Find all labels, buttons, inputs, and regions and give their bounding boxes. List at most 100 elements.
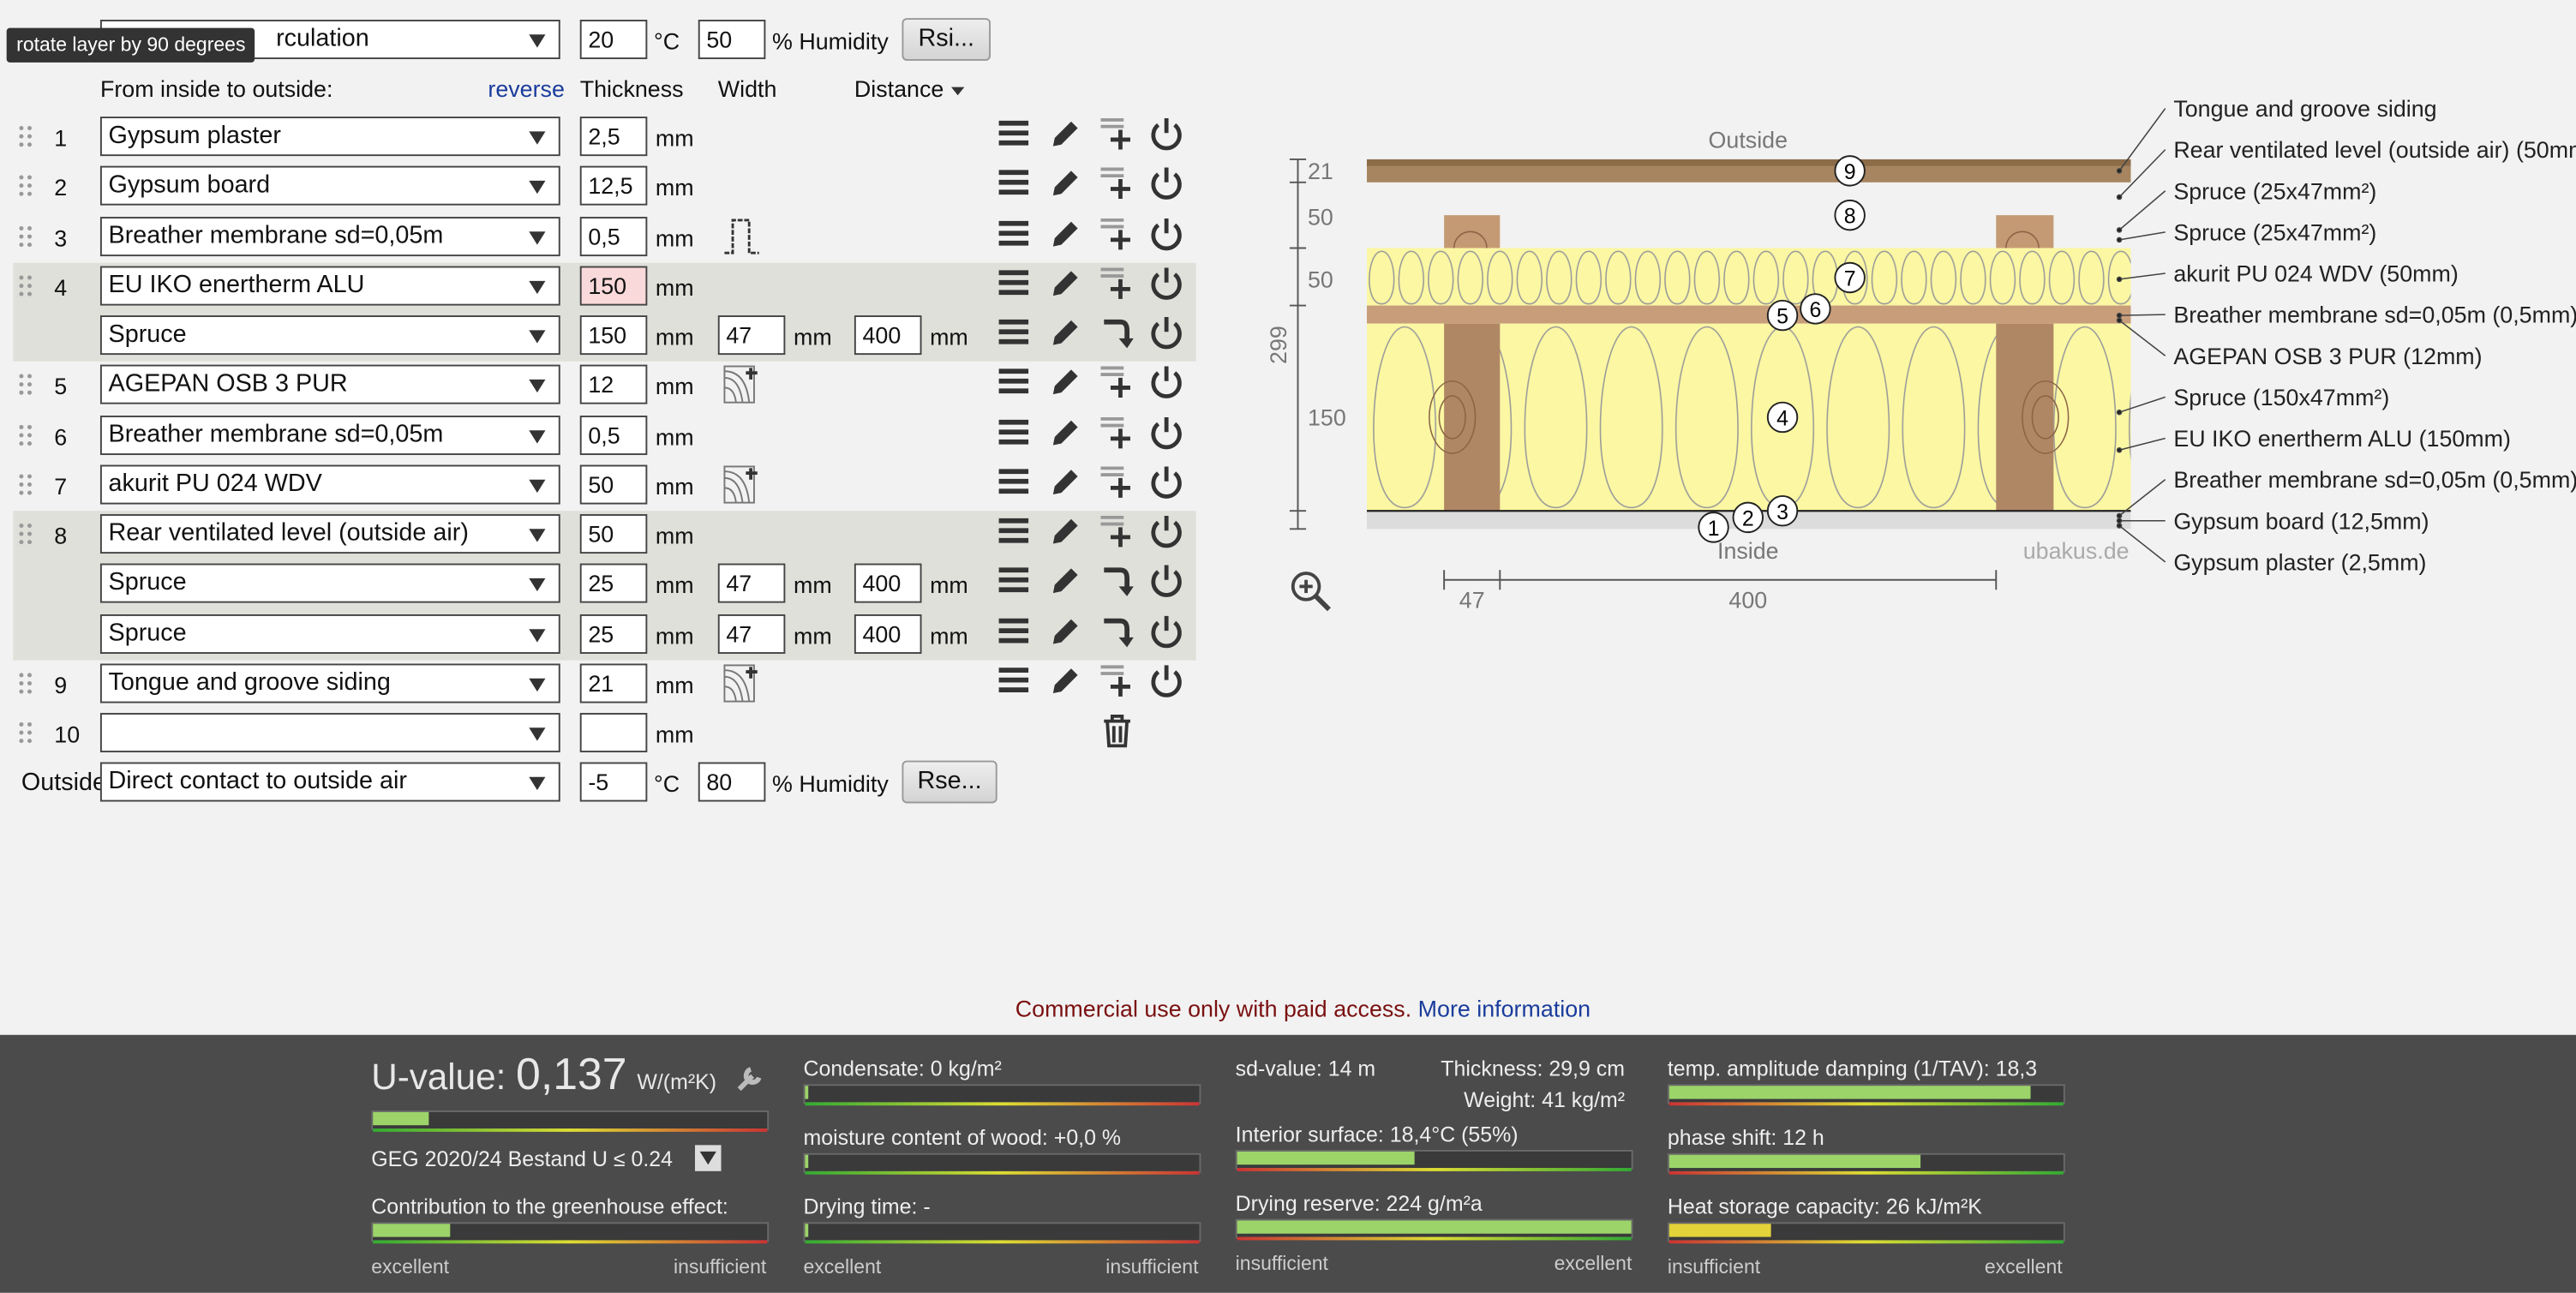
toggle-icon[interactable] — [1148, 315, 1188, 355]
toggle-icon[interactable] — [1148, 415, 1188, 454]
add-layer-icon[interactable] — [1098, 365, 1137, 404]
edit-icon[interactable] — [1046, 415, 1086, 454]
rotate-icon[interactable] — [1098, 564, 1137, 603]
inside-humidity[interactable]: 50 — [698, 20, 766, 60]
drag-handle[interactable] — [16, 173, 56, 213]
menu-icon[interactable] — [996, 266, 1035, 305]
thickness-input[interactable]: 50 — [579, 514, 648, 554]
distance-input[interactable]: 400 — [854, 564, 922, 604]
rse-button[interactable]: Rse... — [902, 760, 997, 804]
outside-humidity[interactable]: 80 — [698, 762, 766, 802]
edit-icon[interactable] — [1046, 514, 1086, 554]
menu-icon[interactable] — [996, 216, 1035, 255]
toggle-icon[interactable] — [1148, 117, 1188, 156]
edit-icon[interactable] — [1046, 166, 1086, 206]
menu-icon[interactable] — [996, 365, 1035, 404]
material-select[interactable]: Gypsum plaster — [99, 117, 560, 157]
distance-input[interactable]: 400 — [854, 315, 922, 356]
drag-handle[interactable] — [16, 372, 56, 411]
toggle-icon[interactable] — [1148, 216, 1188, 255]
menu-icon[interactable] — [996, 464, 1035, 504]
rotate-icon[interactable] — [1098, 614, 1137, 653]
edit-icon[interactable] — [1046, 464, 1086, 504]
drag-handle[interactable] — [16, 670, 56, 709]
edit-icon[interactable] — [1046, 117, 1086, 156]
thickness-input[interactable]: 150 — [579, 315, 648, 356]
material-select[interactable]: Breather membrane sd=0,05m — [99, 216, 560, 256]
toggle-icon[interactable] — [1148, 614, 1188, 653]
add-layer-icon[interactable] — [1098, 464, 1137, 504]
drag-handle[interactable] — [16, 422, 56, 461]
thickness-input[interactable]: 50 — [579, 464, 648, 505]
rotate-icon[interactable] — [1098, 315, 1137, 355]
outside-condition[interactable]: Direct contact to outside air — [99, 762, 560, 802]
material-select[interactable]: Gypsum board — [99, 166, 560, 207]
menu-icon[interactable] — [996, 663, 1035, 703]
menu-icon[interactable] — [996, 315, 1035, 355]
thickness-input[interactable]: 21 — [579, 663, 648, 703]
thickness-input[interactable]: 150 — [579, 266, 648, 306]
material-select[interactable]: Spruce — [99, 614, 560, 654]
menu-icon[interactable] — [996, 514, 1035, 554]
distance-header[interactable]: Distance — [854, 74, 967, 104]
drag-handle[interactable] — [16, 521, 56, 560]
notice-link[interactable]: More information — [1417, 995, 1591, 1022]
width-input[interactable]: 47 — [717, 614, 786, 654]
add-layer-icon[interactable] — [1098, 415, 1137, 454]
zoom-icon[interactable] — [1291, 572, 1331, 612]
edit-icon[interactable] — [1046, 663, 1086, 703]
menu-icon[interactable] — [996, 166, 1035, 206]
inside-temperature[interactable]: 20 — [579, 20, 648, 60]
thickness-input[interactable]: 0,5 — [579, 216, 648, 256]
drag-handle[interactable] — [16, 223, 56, 262]
delete-icon[interactable] — [1099, 713, 1139, 752]
edit-icon[interactable] — [1046, 315, 1086, 355]
menu-icon[interactable] — [996, 415, 1035, 454]
add-layer-icon[interactable] — [1098, 117, 1137, 156]
toggle-icon[interactable] — [1148, 464, 1188, 504]
menu-icon[interactable] — [996, 564, 1035, 603]
thickness-input[interactable]: 25 — [579, 614, 648, 654]
add-layer-icon[interactable] — [1098, 216, 1137, 255]
add-layer-icon[interactable] — [1098, 663, 1137, 703]
toggle-icon[interactable] — [1148, 514, 1188, 554]
toggle-icon[interactable] — [1148, 166, 1188, 206]
thickness-input[interactable]: 25 — [579, 564, 648, 604]
edit-icon[interactable] — [1046, 216, 1086, 255]
material-select[interactable]: AGEPAN OSB 3 PUR — [99, 365, 560, 405]
add-layer-icon[interactable] — [1098, 266, 1137, 305]
toggle-icon[interactable] — [1148, 663, 1188, 703]
reverse-link[interactable]: reverse — [488, 75, 565, 102]
toggle-icon[interactable] — [1148, 266, 1188, 305]
wrench-icon[interactable] — [733, 1063, 765, 1095]
thickness-input[interactable]: 0,5 — [579, 415, 648, 455]
material-select[interactable]: Rear ventilated level (outside air) — [99, 514, 560, 554]
layer-type-icon[interactable] — [723, 663, 763, 703]
thickness-input[interactable] — [579, 713, 648, 753]
drag-handle[interactable] — [16, 471, 56, 511]
material-select[interactable]: Tongue and groove siding — [99, 663, 560, 703]
toggle-icon[interactable] — [1148, 564, 1188, 603]
add-layer-icon[interactable] — [1098, 166, 1137, 206]
menu-icon[interactable] — [996, 117, 1035, 156]
edit-icon[interactable] — [1046, 365, 1086, 404]
material-select[interactable]: Breather membrane sd=0,05m — [99, 415, 560, 455]
outside-temperature[interactable]: -5 — [579, 762, 648, 802]
layer-type-icon[interactable] — [723, 365, 763, 404]
material-select[interactable]: Spruce — [99, 315, 560, 356]
material-select[interactable] — [99, 713, 560, 753]
material-select[interactable]: EU IKO enertherm ALU — [99, 266, 560, 306]
drag-handle[interactable] — [16, 123, 56, 163]
edit-icon[interactable] — [1046, 266, 1086, 305]
rsi-button[interactable]: Rsi... — [902, 18, 991, 61]
drag-handle[interactable] — [16, 720, 56, 759]
width-input[interactable]: 47 — [717, 315, 786, 356]
add-layer-icon[interactable] — [1098, 514, 1137, 554]
width-input[interactable]: 47 — [717, 564, 786, 604]
material-select[interactable]: Spruce — [99, 564, 560, 604]
material-select[interactable]: akurit PU 024 WDV — [99, 464, 560, 505]
layer-type-icon[interactable] — [723, 464, 763, 504]
drag-handle[interactable] — [16, 272, 56, 312]
thickness-input[interactable]: 2,5 — [579, 117, 648, 157]
edit-icon[interactable] — [1046, 614, 1086, 653]
